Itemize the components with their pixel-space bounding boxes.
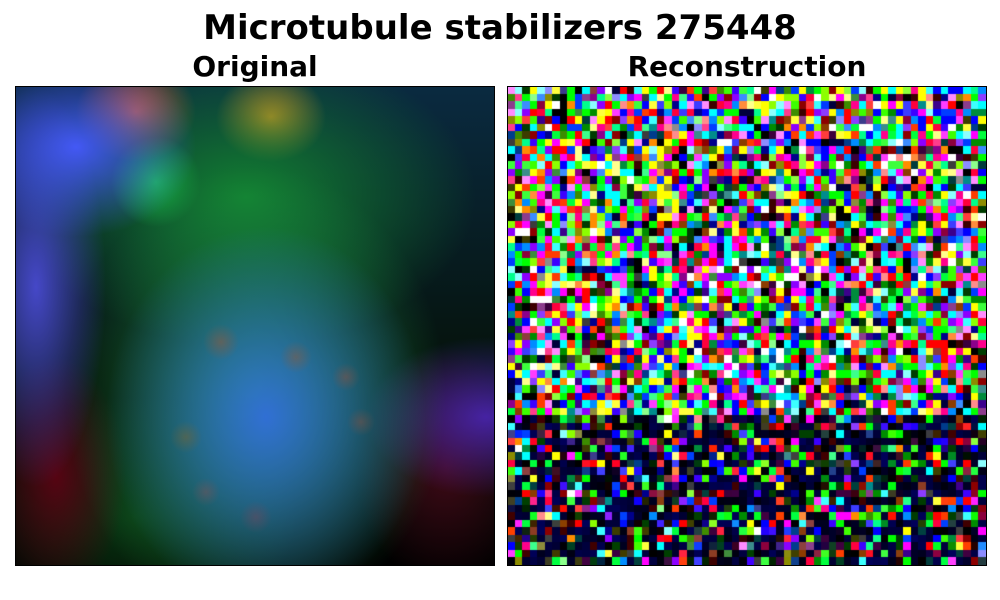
reconstruction-image: [508, 87, 986, 565]
original-panel-title: Original: [192, 50, 318, 83]
reconstruction-panel-title: Reconstruction: [627, 50, 867, 83]
original-image-panel: [15, 86, 495, 566]
original-image-texture: [16, 87, 494, 565]
figure-title: Microtubule stabilizers 275448: [203, 8, 797, 48]
reconstruction-image-panel: [507, 86, 987, 566]
